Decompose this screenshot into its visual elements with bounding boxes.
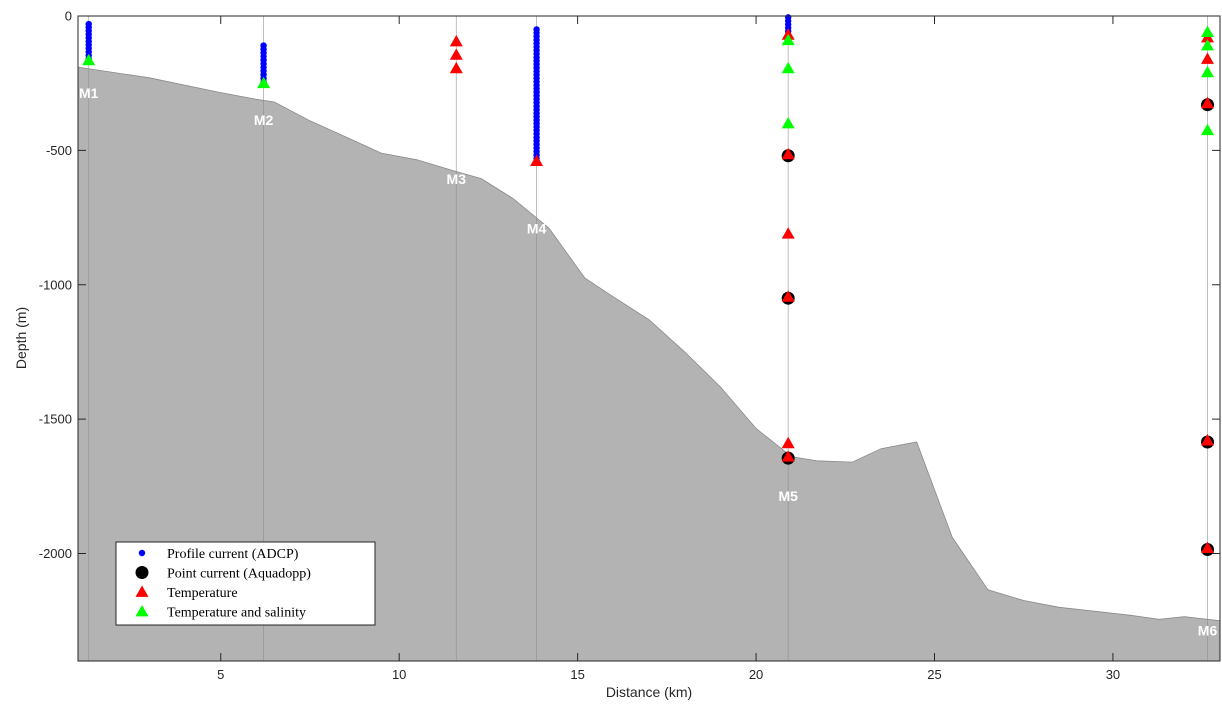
x-tick-label-25: 25 [927,667,941,682]
temperature-point-2 [449,61,463,74]
y-tick-label--1000: -1000 [39,277,72,292]
mooring-labels-layer: M1 M2 M3 M4 M5 M6 [79,85,1217,639]
mooring-label-m5: M5 [778,488,798,504]
y-tick-label--500: -500 [46,143,72,158]
temp-salinity-point-0 [82,53,96,66]
temp-salinity-point-2 [781,33,795,46]
legend-marker-0 [138,549,146,557]
legend-label-3: Temperature and salinity [167,606,306,621]
x-tick-label-30: 30 [1106,667,1120,682]
seafloor-area [77,66,1221,662]
legend-marker-2 [135,585,149,597]
temperature-point-1 [449,48,463,60]
x-tick-label-5: 5 [217,667,224,682]
temperature-point-8 [781,436,795,449]
temperature-point-0 [449,35,463,47]
series-temperature-salinity [82,25,1214,136]
axes-layer: 5 10 15 20 25 30 0 -500 -1000 -1500 -2000 [39,9,1220,682]
legend-label-1: Point current (Aquadopp) [167,567,311,582]
legend-marker-1 [135,566,149,579]
temp-salinity-point-8 [1201,123,1214,136]
mooring-label-m1: M1 [79,85,99,101]
y-tick-label--2000: -2000 [39,546,72,561]
temperature-point-11 [1201,52,1214,64]
temperature-point-5 [781,147,795,160]
legend-marker-3 [135,605,149,617]
series-temperature [449,28,1214,553]
mooring-label-m3: M3 [447,171,467,187]
temp-salinity-point-5 [1201,25,1214,37]
temperature-point-7 [781,290,795,302]
temperature-point-12 [1201,96,1214,109]
y-tick-label--1500: -1500 [39,412,72,427]
x-tick-label-20: 20 [749,667,763,682]
mooring-label-m2: M2 [254,112,274,128]
bathymetry-layer [77,66,1221,662]
temp-salinity-point-3 [781,61,795,74]
legend-label-0: Profile current (ADCP) [167,547,299,562]
legend-label-2: Temperature [167,586,238,601]
x-tick-label-10: 10 [392,667,406,682]
y-tick-label-0: 0 [65,9,72,24]
temp-salinity-point-4 [781,117,795,129]
legend: Profile current (ADCP) Point current (Aqu… [115,541,376,626]
temperature-point-3 [530,154,544,166]
mooring-label-m4: M4 [527,221,547,237]
y-axis-label: Depth (m) [13,307,29,369]
temperature-point-13 [1201,434,1214,446]
temp-salinity-point-6 [1201,39,1214,51]
series-layer [82,14,1215,556]
legend-box [115,541,376,626]
temp-salinity-point-7 [1201,65,1214,78]
x-axis-label: Distance (km) [606,684,692,700]
mooring-label-m6: M6 [1198,622,1218,638]
x-tick-label-15: 15 [570,667,584,682]
temperature-point-6 [781,227,795,239]
temperature-point-14 [1201,541,1214,553]
temp-salinity-point-1 [257,76,271,89]
temperature-point-9 [781,450,795,462]
plot-frame [77,15,1221,662]
